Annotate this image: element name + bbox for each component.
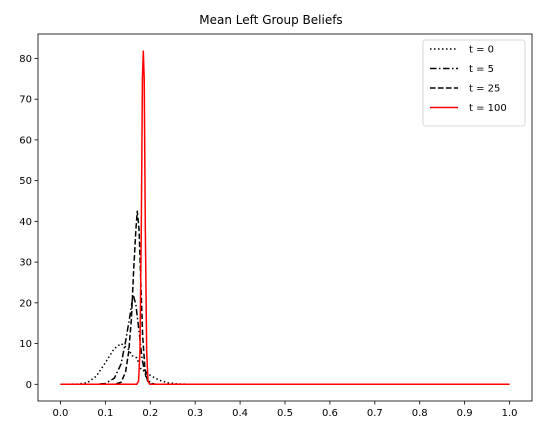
x-tick-label: 0.2 <box>142 408 158 419</box>
y-tick-label: 30 <box>19 258 32 269</box>
legend-label: t = 100 <box>469 103 507 114</box>
axis-layer: 0.0 0.1 0.2 0.3 0.4 0.5 0.6 0.7 0.8 0.9 1.0 0 10 20 30… <box>19 54 517 419</box>
x-tick-label: 0.1 <box>97 408 113 419</box>
series-line <box>60 210 510 386</box>
y-tick-label: 80 <box>19 54 32 65</box>
x-tick-label: 1.0 <box>502 408 518 419</box>
y-tick-label: 40 <box>19 217 32 228</box>
series-line <box>60 50 510 386</box>
legend-label: t = 5 <box>469 64 494 75</box>
y-tick-label: 0 <box>26 380 32 391</box>
legend-box <box>422 39 526 127</box>
y-tick-label: 10 <box>19 339 32 350</box>
x-tick-label: 0.0 <box>53 408 69 419</box>
legend-label: t = 25 <box>469 84 500 95</box>
x-tick-label: 0.9 <box>457 408 473 419</box>
y-tick-label: 20 <box>19 298 32 309</box>
x-tick-label: 0.5 <box>277 408 293 419</box>
series-line <box>60 293 510 386</box>
series-line <box>60 342 510 386</box>
x-tick-label: 0.7 <box>367 408 383 419</box>
chart-title: Mean Left Group Beliefs <box>199 13 342 27</box>
x-tick-label: 0.3 <box>187 408 203 419</box>
x-tick-label: 0.6 <box>322 408 338 419</box>
x-tick-label: 0.4 <box>232 408 248 419</box>
legend: t = 0 t = 5 t = 25 t = 100 <box>422 39 526 127</box>
y-tick-label: 70 <box>19 95 32 106</box>
y-tick-label: 50 <box>19 176 32 187</box>
series-layer <box>60 50 510 386</box>
legend-label: t = 0 <box>469 45 494 56</box>
y-tick-label: 60 <box>19 135 32 146</box>
x-tick-label: 0.8 <box>412 408 428 419</box>
